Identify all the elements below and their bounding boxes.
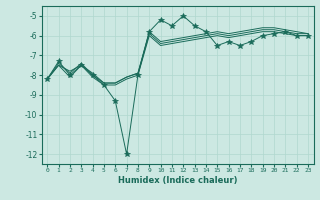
- X-axis label: Humidex (Indice chaleur): Humidex (Indice chaleur): [118, 176, 237, 185]
